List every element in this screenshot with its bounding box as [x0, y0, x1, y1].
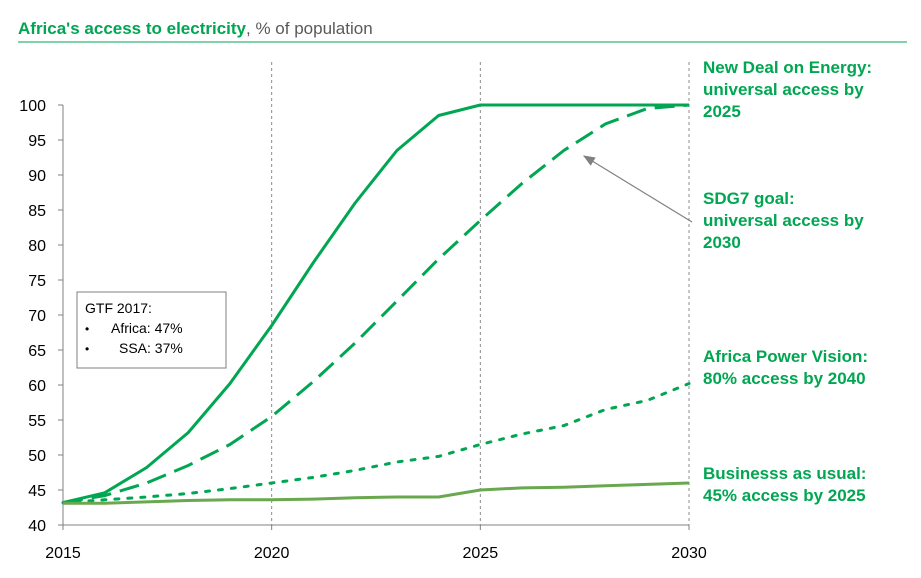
y-tick-label-45: 45	[28, 483, 46, 500]
series-line-business-as-usual	[63, 481, 690, 505]
legend-item-ssa: SSA: 37%	[119, 340, 183, 356]
series-line-sdg7-goal	[62, 103, 690, 505]
legend-box-title: GTF 2017:	[85, 300, 152, 316]
annotation-sdg7-line-2: universal access by	[703, 211, 864, 230]
y-tick-label-75: 75	[28, 273, 46, 290]
y-tick-label-70: 70	[28, 308, 46, 325]
grid-layer	[271, 62, 690, 525]
annotation-bau-line-1: Businesss as usual:	[703, 464, 866, 483]
annotation-power-vision-line-1: Africa Power Vision:	[703, 347, 868, 366]
series-line-africa-power-vision	[61, 382, 691, 505]
x-tick-label-2030: 2030	[671, 545, 707, 562]
chart-title-line: Africa's access to electricity, % of pop…	[18, 19, 373, 38]
x-tick-label-2020: 2020	[254, 545, 290, 562]
y-tick-label-60: 60	[28, 378, 46, 395]
series-line-new-deal-on-energy	[62, 103, 689, 505]
chart-subtitle: , % of population	[246, 19, 373, 38]
y-tick-label-50: 50	[28, 448, 46, 465]
annotation-new-deal: New Deal on Energy: universal access by …	[703, 58, 872, 121]
chart-title: Africa's access to electricity	[18, 19, 247, 38]
y-tick-label-80: 80	[28, 238, 46, 255]
legend-bullet: •	[85, 342, 89, 356]
legend-box: GTF 2017: • Africa: 47% • SSA: 37%	[76, 291, 227, 369]
annotation-power-vision-line-2: 80% access by 2040	[703, 369, 866, 388]
series-layer	[61, 103, 691, 505]
annotation-bau: Businesss as usual: 45% access by 2025	[703, 464, 866, 505]
y-tick-label-40: 40	[28, 518, 46, 535]
annotation-power-vision: Africa Power Vision: 80% access by 2040	[703, 347, 868, 388]
annotation-sdg7-line-3: 2030	[703, 233, 741, 252]
y-tick-label-65: 65	[28, 343, 46, 360]
annotation-new-deal-line-3: 2025	[703, 102, 741, 121]
y-tick-label-85: 85	[28, 203, 46, 220]
legend-item-africa: Africa: 47%	[111, 320, 183, 336]
y-tick-label-55: 55	[28, 413, 46, 430]
annotation-sdg7-line-1: SDG7 goal:	[703, 189, 795, 208]
y-tick-label-90: 90	[28, 168, 46, 185]
legend-bullet: •	[85, 322, 89, 336]
y-tick-label-95: 95	[28, 133, 46, 150]
annotation-bau-line-2: 45% access by 2025	[703, 486, 866, 505]
annotation-new-deal-line-1: New Deal on Energy:	[703, 58, 872, 77]
x-tick-label-2015: 2015	[45, 545, 81, 562]
legend-box-frame	[76, 291, 227, 369]
sdg7-pointer-arrow	[582, 155, 693, 223]
x-tick-label-2025: 2025	[463, 545, 499, 562]
y-tick-label-100: 100	[19, 98, 46, 115]
annotation-sdg7: SDG7 goal: universal access by 2030	[703, 189, 864, 252]
axis-layer: 40 45 50 55 60 65 70 75 80 85 90 95 100 2015 2020 2025 2…	[19, 98, 707, 562]
annotation-new-deal-line-2: universal access by	[703, 80, 864, 99]
